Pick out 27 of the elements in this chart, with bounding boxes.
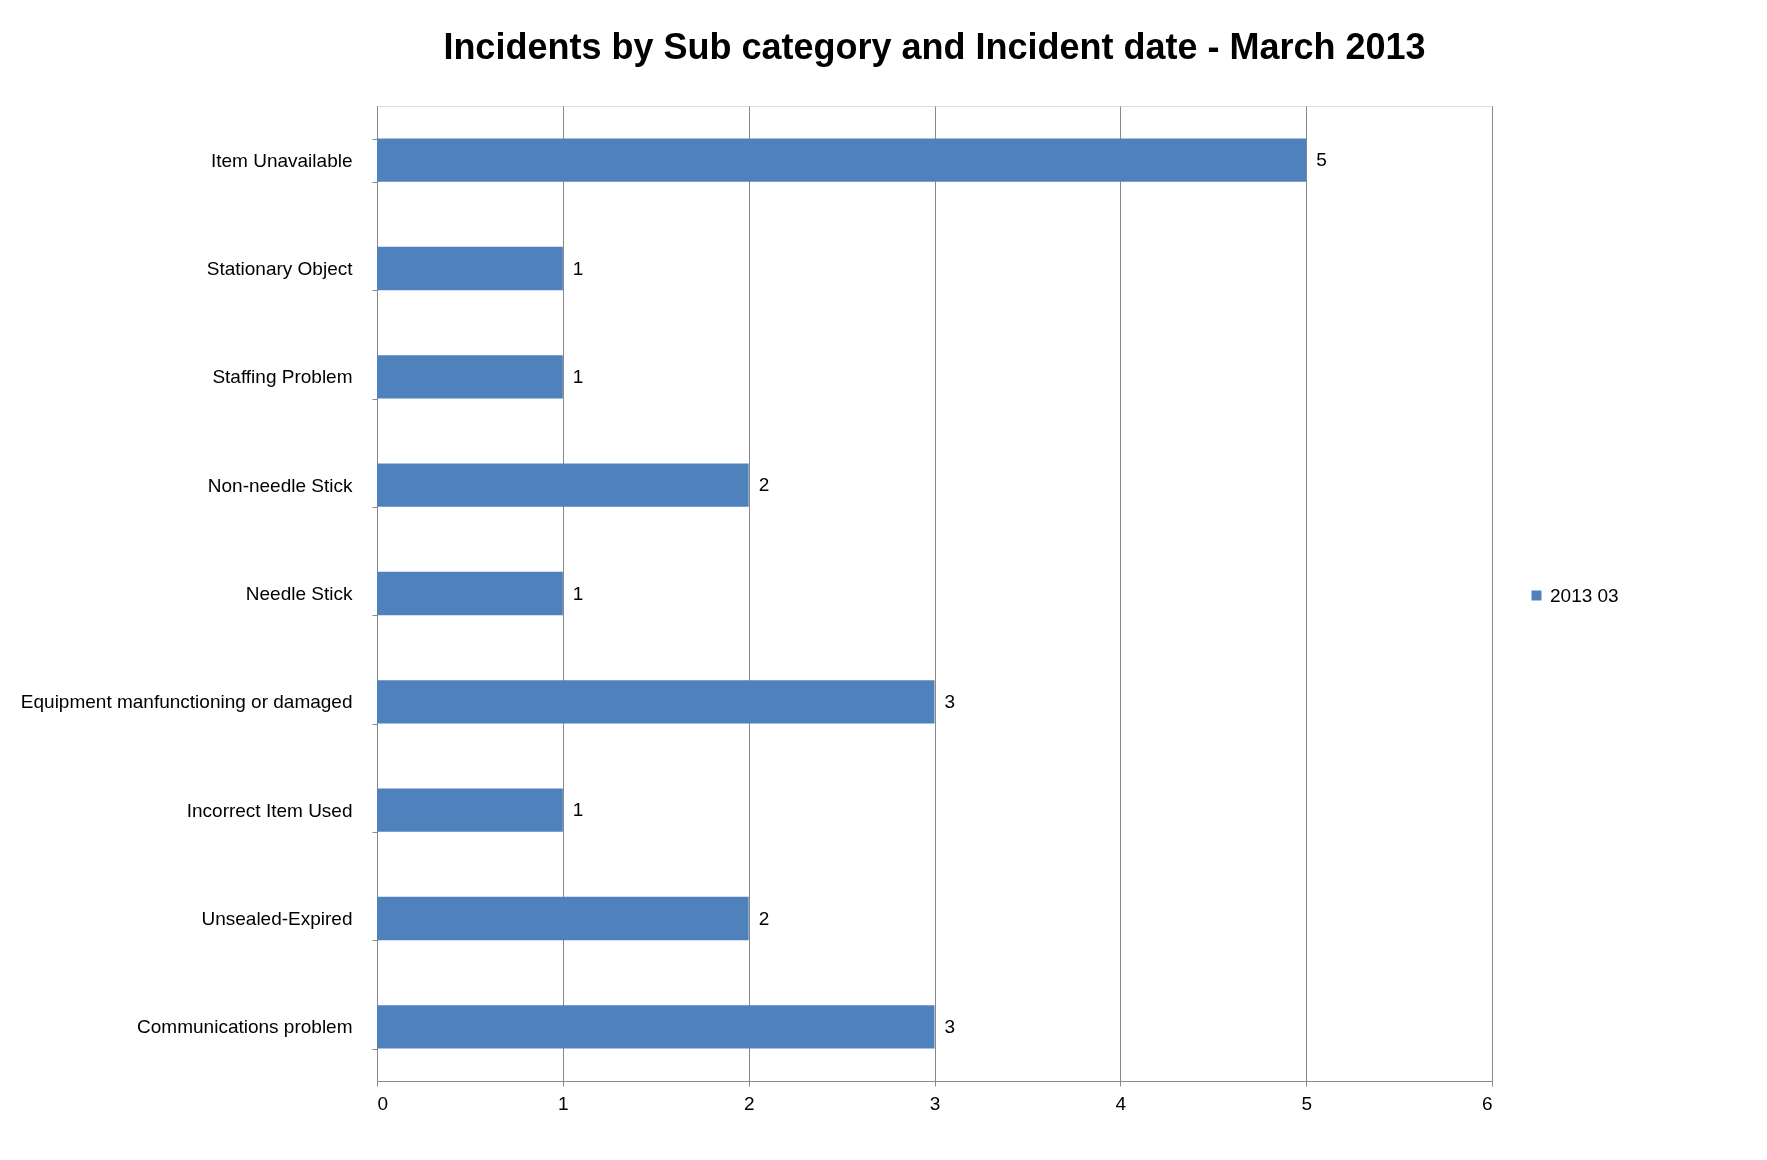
data-label: 3: [944, 690, 956, 712]
y-tick-label: Incorrect Item Used: [186, 799, 353, 821]
y-tick-label: Unsealed-Expired: [201, 908, 353, 929]
x-tick-label: 1: [558, 1092, 569, 1114]
y-tick-label: Stationary Object: [206, 258, 354, 279]
y-tick-label: Non-needle Stick: [207, 474, 353, 496]
x-tick-label: 4: [1115, 1092, 1127, 1114]
y-tick-label: Equipment manfunctioning or damaged: [20, 691, 353, 713]
data-label: 1: [572, 582, 584, 604]
y-tick-label: Communications problem: [137, 1016, 353, 1038]
data-label: 1: [572, 799, 584, 821]
data-label: 2: [758, 907, 770, 929]
chart-title: Incidents by Sub category and Incident date - March 2013: [443, 26, 1426, 67]
data-label: 1: [572, 365, 584, 387]
x-tick-label: 0: [377, 1092, 389, 1114]
data-label: 3: [944, 1015, 956, 1037]
x-tick-label: 3: [929, 1092, 941, 1114]
legend-label: 2013 03: [1550, 584, 1619, 606]
y-tick-label: Item Unavailable: [210, 149, 353, 171]
x-tick-label: 6: [1481, 1092, 1493, 1114]
y-tick-label: Staffing Problem: [212, 366, 353, 388]
x-tick-label: 2: [743, 1092, 755, 1114]
data-label: 5: [1316, 149, 1327, 171]
data-label: 1: [572, 257, 584, 279]
y-tick-label: Needle Stick: [245, 583, 353, 604]
x-tick-label: 5: [1301, 1092, 1312, 1114]
data-label: 2: [758, 474, 770, 496]
